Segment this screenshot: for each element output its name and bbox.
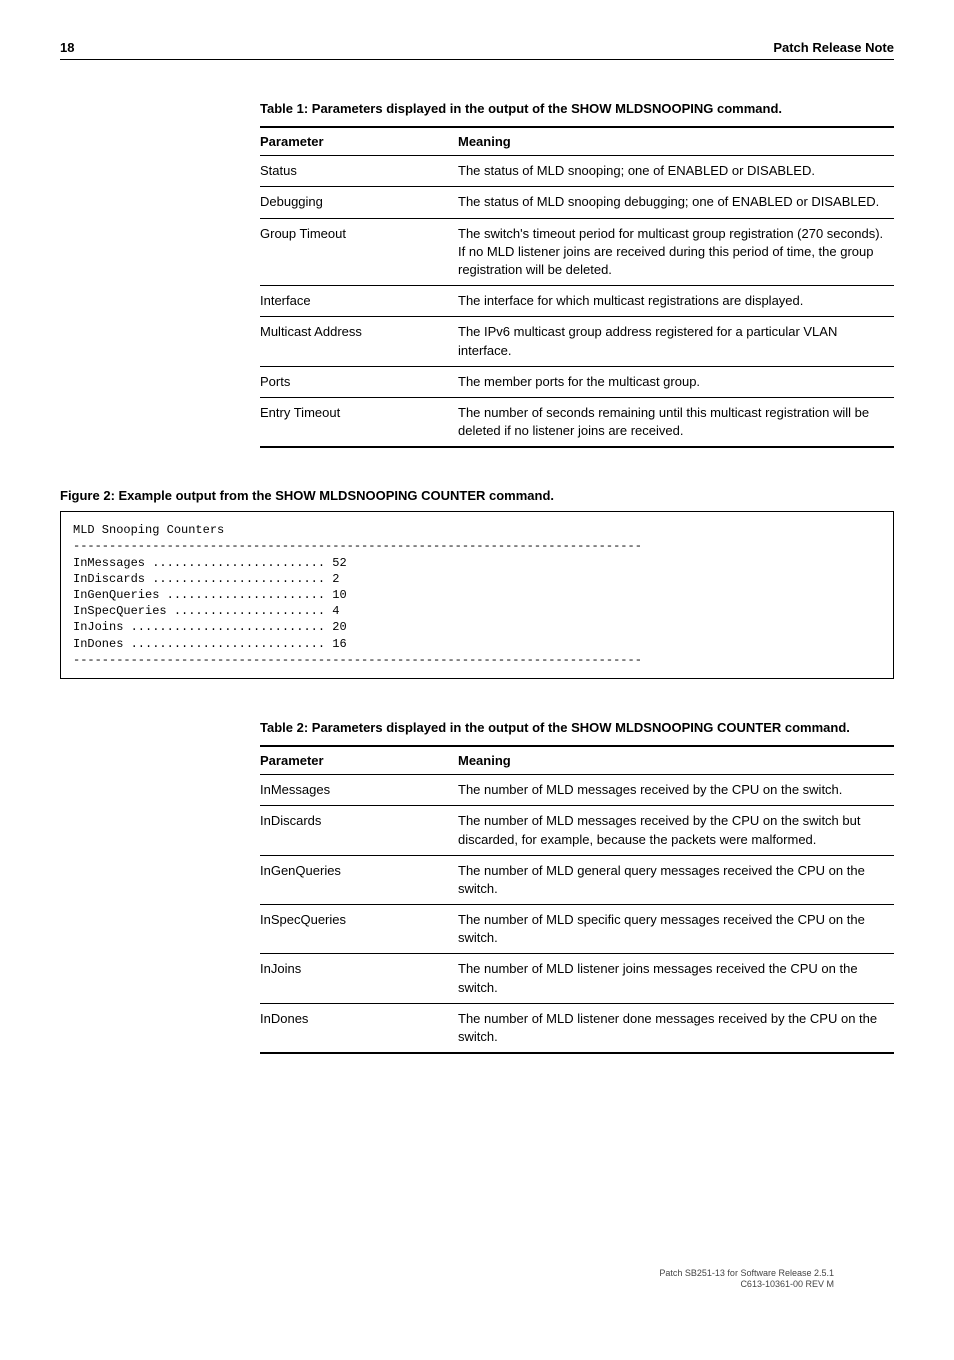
footer-line2: C613-10361-00 REV M <box>659 1279 834 1290</box>
param-cell: Group Timeout <box>260 218 458 286</box>
param-cell: InSpecQueries <box>260 905 458 954</box>
table-row: InSpecQueriesThe number of MLD specific … <box>260 905 894 954</box>
table-row: InGenQueriesThe number of MLD general qu… <box>260 855 894 904</box>
page-number: 18 <box>60 40 74 55</box>
table-row: InterfaceThe interface for which multica… <box>260 286 894 317</box>
table-row: Multicast AddressThe IPv6 multicast grou… <box>260 317 894 366</box>
page: 18 Patch Release Note Table 1: Parameter… <box>60 40 894 1320</box>
meaning-cell: The number of MLD listener joins message… <box>458 954 894 1003</box>
page-footer: Patch SB251-13 for Software Release 2.5.… <box>659 1268 834 1290</box>
footer-line1: Patch SB251-13 for Software Release 2.5.… <box>659 1268 834 1279</box>
meaning-cell: The number of seconds remaining until th… <box>458 397 894 447</box>
meaning-cell: The number of MLD messages received by t… <box>458 806 894 855</box>
table-row: InDiscardsThe number of MLD messages rec… <box>260 806 894 855</box>
figure2-caption: Figure 2: Example output from the SHOW M… <box>60 488 894 503</box>
table-row: StatusThe status of MLD snooping; one of… <box>260 156 894 187</box>
meaning-cell: The switch's timeout period for multicas… <box>458 218 894 286</box>
table2: Parameter Meaning InMessagesThe number o… <box>260 745 894 1054</box>
page-header: 18 Patch Release Note <box>60 40 894 60</box>
meaning-cell: The member ports for the multicast group… <box>458 366 894 397</box>
param-cell: Ports <box>260 366 458 397</box>
param-cell: InGenQueries <box>260 855 458 904</box>
table2-col-param: Parameter <box>260 746 458 775</box>
param-cell: Status <box>260 156 458 187</box>
meaning-cell: The number of MLD listener done messages… <box>458 1003 894 1053</box>
meaning-cell: The number of MLD messages received by t… <box>458 775 894 806</box>
param-cell: InJoins <box>260 954 458 1003</box>
meaning-cell: The IPv6 multicast group address registe… <box>458 317 894 366</box>
table2-caption: Table 2: Parameters displayed in the out… <box>260 719 894 737</box>
meaning-cell: The status of MLD snooping debugging; on… <box>458 187 894 218</box>
param-cell: InMessages <box>260 775 458 806</box>
meaning-cell: The interface for which multicast regist… <box>458 286 894 317</box>
table-row: InMessagesThe number of MLD messages rec… <box>260 775 894 806</box>
table-row: Entry TimeoutThe number of seconds remai… <box>260 397 894 447</box>
table-row: InJoinsThe number of MLD listener joins … <box>260 954 894 1003</box>
content-offset: Table 1: Parameters displayed in the out… <box>260 100 894 448</box>
table2-col-meaning: Meaning <box>458 746 894 775</box>
table-row: Group TimeoutThe switch's timeout period… <box>260 218 894 286</box>
meaning-cell: The number of MLD general query messages… <box>458 855 894 904</box>
table1-col-param: Parameter <box>260 127 458 156</box>
table-row: InDonesThe number of MLD listener done m… <box>260 1003 894 1053</box>
table-row: PortsThe member ports for the multicast … <box>260 366 894 397</box>
param-cell: InDiscards <box>260 806 458 855</box>
table1-col-meaning: Meaning <box>458 127 894 156</box>
param-cell: Debugging <box>260 187 458 218</box>
table1-caption: Table 1: Parameters displayed in the out… <box>260 100 894 118</box>
table-row: DebuggingThe status of MLD snooping debu… <box>260 187 894 218</box>
param-cell: Interface <box>260 286 458 317</box>
figure2-codebox: MLD Snooping Counters ------------------… <box>60 511 894 679</box>
content-offset-2: Table 2: Parameters displayed in the out… <box>260 719 894 1054</box>
meaning-cell: The number of MLD specific query message… <box>458 905 894 954</box>
meaning-cell: The status of MLD snooping; one of ENABL… <box>458 156 894 187</box>
document-title: Patch Release Note <box>773 40 894 55</box>
param-cell: InDones <box>260 1003 458 1053</box>
param-cell: Multicast Address <box>260 317 458 366</box>
table1: Parameter Meaning StatusThe status of ML… <box>260 126 894 448</box>
param-cell: Entry Timeout <box>260 397 458 447</box>
